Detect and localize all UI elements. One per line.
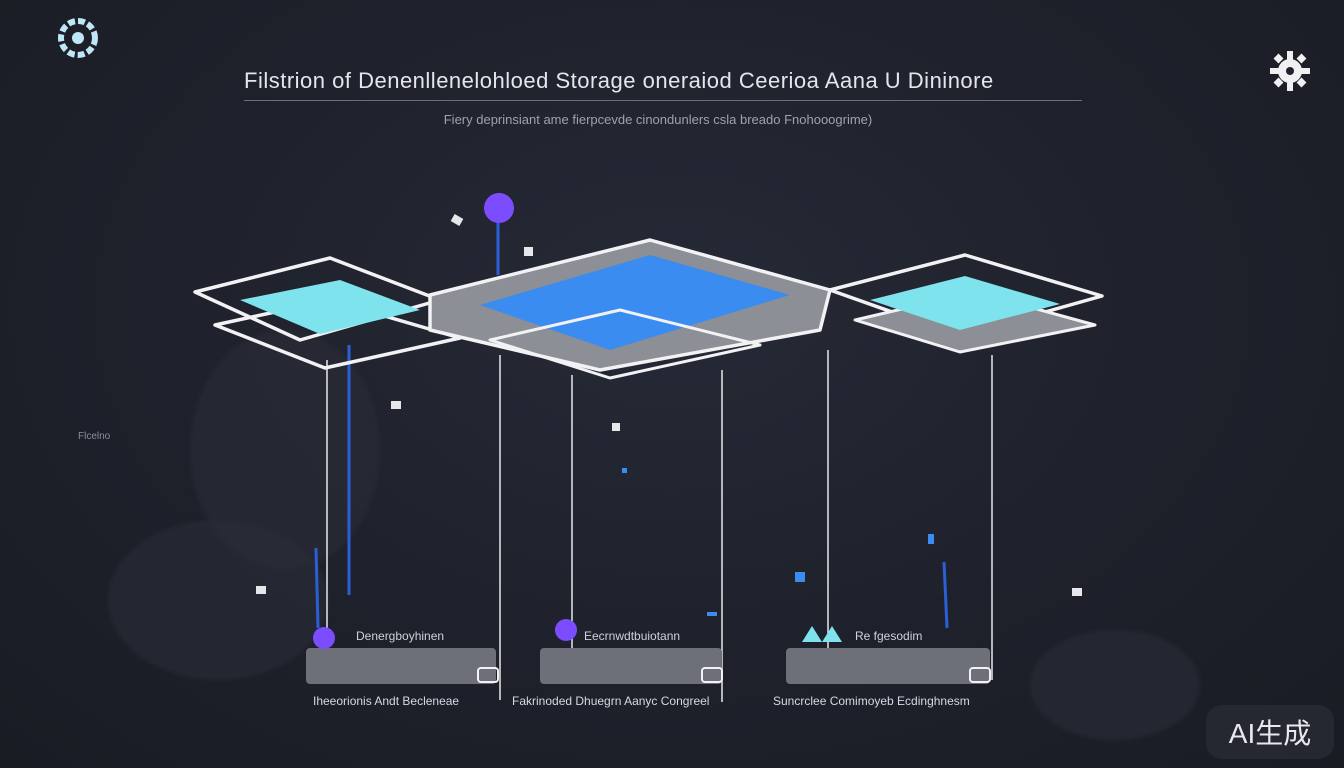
page-title: Filstrion of Denenllenelohloed Storage o… [244, 68, 1082, 101]
base-stand-2 [540, 619, 723, 684]
base-stand-3 [786, 626, 991, 684]
purple-pin-icon [484, 193, 514, 223]
platform-right [828, 253, 1104, 354]
floating-particles-blue [622, 468, 934, 616]
base-label-2: Fakrinoded Dhuegrn Aanyc Congreel [512, 694, 710, 708]
floating-particles [256, 214, 1082, 596]
page-subtitle: Fiery deprinsiant ame fierpcevde cinondu… [443, 112, 873, 127]
base-stand-1 [306, 627, 499, 684]
base-label-3: Suncrclee Comimoyeb Ecdinghnesm [773, 694, 970, 708]
background-blob-bottom-right [1030, 630, 1200, 740]
connector-lines [326, 350, 993, 702]
gear-icon[interactable] [1266, 48, 1314, 94]
node-label-2: Eecrnwdtbuiotann [584, 629, 681, 643]
node-label-3: Re fgesodim [855, 629, 923, 643]
background-blob-bottom-left [108, 520, 328, 680]
ai-generated-badge: AI生成 [1206, 705, 1334, 759]
platform-left [193, 256, 462, 370]
node-label-1: Denergboyhinen [356, 629, 445, 643]
ring-settings-icon[interactable] [56, 18, 100, 58]
base-label-1: Iheeorionis Andt Becleneae [313, 694, 460, 708]
platform-center [428, 238, 832, 380]
side-label: Flcelno [78, 431, 111, 442]
blue-accent-lines [314, 215, 949, 629]
